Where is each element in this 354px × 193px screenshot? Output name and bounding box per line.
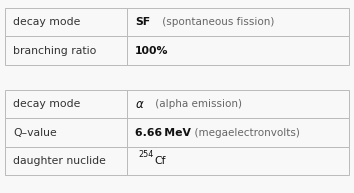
Bar [127, 118, 349, 147]
Text: decay mode: decay mode [13, 99, 80, 109]
Text: 100%: 100% [135, 46, 169, 56]
Text: 254: 254 [138, 150, 153, 159]
Text: SF: SF [135, 17, 150, 27]
Bar [127, 90, 349, 118]
Bar [5, 36, 127, 65]
Bar [5, 8, 127, 36]
Text: (megaelectronvolts): (megaelectronvolts) [188, 128, 299, 138]
Text: (alpha emission): (alpha emission) [152, 99, 242, 109]
Text: Cf: Cf [155, 156, 166, 166]
Bar [127, 36, 349, 65]
Text: decay mode: decay mode [13, 17, 80, 27]
Text: daughter nuclide: daughter nuclide [13, 156, 106, 166]
Bar [5, 118, 127, 147]
Text: branching ratio: branching ratio [13, 46, 97, 56]
Text: α: α [135, 97, 143, 111]
Text: Q–value: Q–value [13, 128, 57, 138]
Bar [5, 90, 127, 118]
Bar [127, 147, 349, 175]
Text: 6.66 MeV: 6.66 MeV [135, 128, 191, 138]
Text: (spontaneous fission): (spontaneous fission) [159, 17, 275, 27]
Bar [127, 8, 349, 36]
Bar [5, 147, 127, 175]
